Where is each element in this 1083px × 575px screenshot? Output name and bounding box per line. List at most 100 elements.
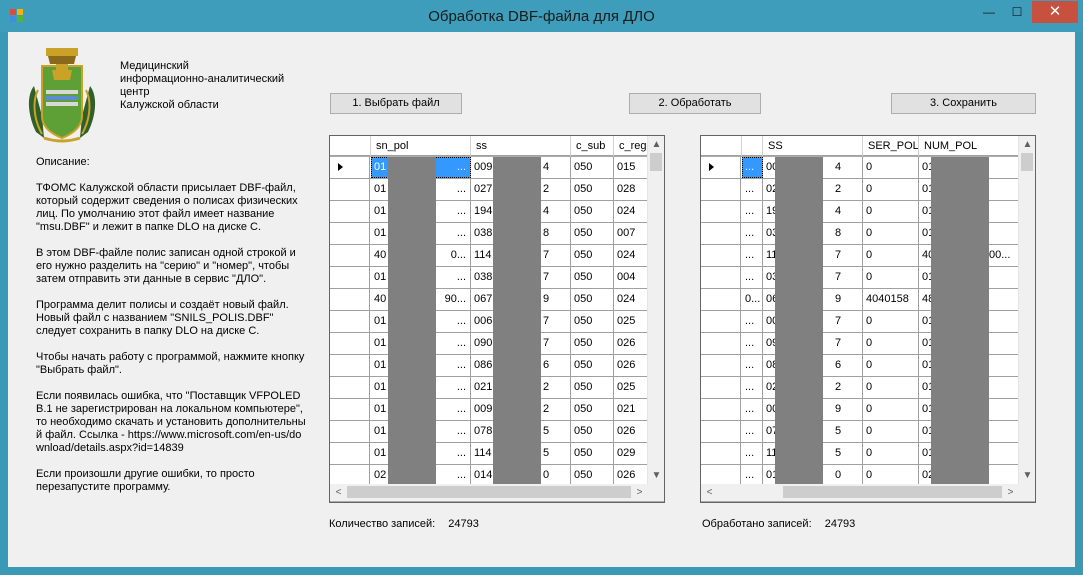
app-icon[interactable] [10, 9, 24, 23]
save-button[interactable]: 3. Сохранить [891, 93, 1036, 114]
source-data-grid[interactable]: sn_pol ss c_sub c_reg 01... 009 4 050 015 01.… [329, 135, 665, 503]
cell-ser-pol[interactable]: 0 [863, 421, 919, 442]
cell-hidden[interactable]: ... [742, 311, 763, 332]
scroll-left-icon[interactable]: < [706, 487, 713, 498]
cell-hidden[interactable]: ... [742, 399, 763, 420]
cell-c-sub[interactable]: 050 [571, 465, 614, 486]
cell-ss[interactable]: 009 4 [471, 157, 571, 178]
row-header[interactable] [330, 201, 370, 222]
cell-ss[interactable]: 194 4 [471, 201, 571, 222]
cell-hidden[interactable]: ... [742, 223, 763, 244]
row-header[interactable] [330, 333, 370, 354]
cell-sn-pol[interactable]: 01... [371, 267, 471, 288]
cell-sn-pol[interactable]: 01... [371, 377, 471, 398]
row-header[interactable] [330, 179, 370, 200]
cell-sn-pol[interactable]: 01... [371, 223, 471, 244]
cell-ss[interactable]: 11 5 [763, 443, 863, 464]
cell-ss[interactable]: 014 0 [471, 465, 571, 486]
cell-ss[interactable]: 086 6 [471, 355, 571, 376]
process-button[interactable]: 2. Обработать [629, 93, 761, 114]
cell-sn-pol[interactable]: 01... [371, 443, 471, 464]
row-header[interactable] [701, 443, 741, 464]
row-header[interactable] [330, 421, 370, 442]
cell-c-reg[interactable]: 028 [614, 179, 648, 200]
row-header[interactable] [701, 223, 741, 244]
maximize-button[interactable]: ☐ [1011, 5, 1023, 19]
cell-ser-pol[interactable]: 0 [863, 311, 919, 332]
cell-c-sub[interactable]: 050 [571, 399, 614, 420]
cell-ss[interactable]: 11 7 [763, 245, 863, 266]
cell-c-reg[interactable]: 024 [614, 245, 648, 266]
cell-c-reg[interactable]: 021 [614, 399, 648, 420]
cell-ss[interactable]: 027 2 [471, 179, 571, 200]
table-row[interactable]: 01... 078 5 050 026 [330, 421, 648, 443]
table-row[interactable]: 01... 009 2 050 021 [330, 399, 648, 421]
close-button[interactable]: ✕ [1032, 1, 1078, 23]
cell-sn-pol[interactable]: 01... [371, 333, 471, 354]
column-header-ss[interactable]: SS [763, 136, 863, 156]
cell-ss[interactable]: 038 7 [471, 267, 571, 288]
cell-sn-pol[interactable]: 01... [371, 399, 471, 420]
row-header[interactable] [330, 157, 370, 178]
column-header-num-pol[interactable]: NUM_POL [919, 136, 1019, 156]
row-header[interactable] [330, 355, 370, 376]
cell-sn-pol[interactable]: 01... [371, 421, 471, 442]
select-file-button[interactable]: 1. Выбрать файл [330, 93, 462, 114]
cell-sn-pol[interactable]: 01... [371, 179, 471, 200]
row-header[interactable] [701, 333, 741, 354]
row-header[interactable] [701, 157, 741, 178]
table-row[interactable]: 01... 038 7 050 004 [330, 267, 648, 289]
title-bar[interactable]: Обработка DBF-файла для ДЛО — ☐ ✕ [0, 0, 1083, 32]
cell-ser-pol[interactable]: 4040158 [863, 289, 919, 310]
row-header[interactable] [701, 289, 741, 310]
cell-hidden[interactable]: ... [742, 377, 763, 398]
cell-c-reg[interactable]: 024 [614, 289, 648, 310]
cell-c-sub[interactable]: 050 [571, 223, 614, 244]
scroll-down-icon[interactable]: ▼ [1022, 470, 1033, 481]
column-header-hidden[interactable] [742, 136, 763, 156]
row-header[interactable] [701, 377, 741, 398]
cell-ss[interactable]: 006 7 [471, 311, 571, 332]
cell-c-sub[interactable]: 050 [571, 355, 614, 376]
vertical-scrollbar[interactable]: ▲ ▼ [647, 136, 664, 484]
row-header[interactable] [701, 399, 741, 420]
scrollbar-thumb[interactable] [650, 153, 662, 171]
cell-c-reg[interactable]: 026 [614, 421, 648, 442]
cell-ser-pol[interactable]: 0 [863, 245, 919, 266]
cell-sn-pol[interactable]: 02... [371, 465, 471, 486]
cell-hidden[interactable]: ... [742, 355, 763, 376]
row-header[interactable] [701, 465, 741, 486]
cell-c-reg[interactable]: 007 [614, 223, 648, 244]
table-row[interactable]: 40 0... 114 7 050 024 [330, 245, 648, 267]
table-row[interactable]: 01... 027 2 050 028 [330, 179, 648, 201]
cell-hidden[interactable]: ... [742, 333, 763, 354]
cell-c-reg[interactable]: 026 [614, 333, 648, 354]
cell-c-reg[interactable]: 026 [614, 465, 648, 486]
table-row[interactable]: 01... 194 4 050 024 [330, 201, 648, 223]
cell-hidden[interactable]: ... [742, 157, 763, 178]
row-header[interactable] [330, 289, 370, 310]
cell-sn-pol[interactable]: 01... [371, 311, 471, 332]
cell-ser-pol[interactable]: 0 [863, 201, 919, 222]
table-row[interactable]: 01... 090 7 050 026 [330, 333, 648, 355]
scrollbar-thumb[interactable] [783, 486, 1002, 498]
cell-ser-pol[interactable]: 0 [863, 179, 919, 200]
table-row[interactable]: 01... 114 5 050 029 [330, 443, 648, 465]
cell-hidden[interactable]: ... [742, 267, 763, 288]
cell-ser-pol[interactable]: 0 [863, 267, 919, 288]
cell-ser-pol[interactable]: 0 [863, 399, 919, 420]
cell-ss[interactable]: 114 5 [471, 443, 571, 464]
scrollbar-thumb[interactable] [347, 486, 631, 498]
cell-ser-pol[interactable]: 0 [863, 355, 919, 376]
cell-hidden[interactable]: ... [742, 421, 763, 442]
cell-c-reg[interactable]: 026 [614, 355, 648, 376]
result-data-grid[interactable]: SS SER_POL NUM_POL ... 00 4 0 01... 02 2 0 01...… [700, 135, 1036, 503]
row-header[interactable] [330, 377, 370, 398]
row-header[interactable] [701, 201, 741, 222]
row-header[interactable] [330, 223, 370, 244]
cell-sn-pol[interactable]: 01... [371, 355, 471, 376]
row-header[interactable] [330, 245, 370, 266]
cell-ser-pol[interactable]: 0 [863, 443, 919, 464]
cell-ss[interactable]: 038 8 [471, 223, 571, 244]
cell-ss[interactable]: 021 2 [471, 377, 571, 398]
